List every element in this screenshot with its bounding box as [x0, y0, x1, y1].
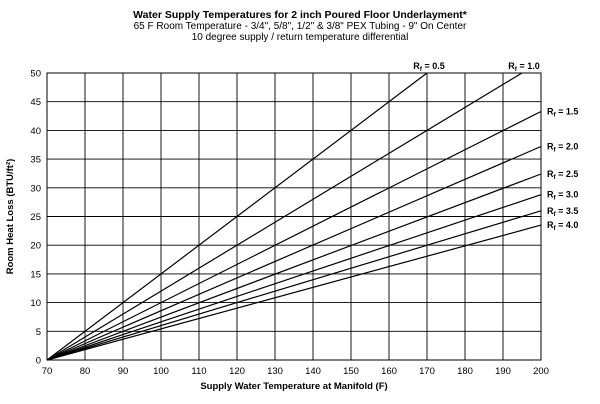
x-tick-label: 90 — [118, 366, 129, 377]
x-axis-ticks: 70 80 90 100 110 120 130 140 150 160 170 180 190 200 — [42, 366, 549, 377]
y-tick-label: 15 — [30, 269, 41, 280]
y-tick-label: 20 — [30, 241, 41, 252]
x-tick-label: 150 — [343, 366, 359, 377]
x-tick-label: 70 — [42, 366, 53, 377]
chart-titles: Water Supply Temperatures for 2 inch Pou… — [0, 9, 600, 43]
series-label: Rf = 1.5 — [547, 106, 578, 118]
series-line — [46, 145, 542, 361]
series-line — [46, 72, 428, 361]
series-labels: Rf = 0.5 Rf = 1.0 Rf = 1.5 Rf = 2.0 Rf = 2.5… — [413, 61, 578, 232]
x-tick-label: 160 — [381, 366, 397, 377]
chart-subtitle-2: 10 degree supply / return temperature di… — [191, 32, 409, 43]
x-tick-label: 190 — [495, 366, 511, 377]
grid — [46, 72, 542, 361]
x-tick-label: 170 — [419, 366, 435, 377]
chart-title: Water Supply Temperatures for 2 inch Pou… — [133, 9, 467, 21]
x-tick-label: 180 — [457, 366, 473, 377]
series-line — [46, 210, 542, 361]
x-tick-label: 130 — [267, 366, 283, 377]
y-tick-label: 30 — [30, 183, 41, 194]
y-axis-ticks: 0 5 10 15 20 25 30 35 40 45 50 — [30, 69, 41, 367]
series-line — [46, 72, 523, 361]
y-tick-label: 10 — [30, 298, 41, 309]
series-line — [46, 194, 542, 361]
x-tick-label: 100 — [153, 366, 169, 377]
x-tick-label: 110 — [191, 366, 206, 377]
x-tick-label: 120 — [229, 366, 245, 377]
x-tick-label: 200 — [533, 366, 549, 377]
series-lines — [46, 72, 542, 361]
series-label: Rf = 0.5 — [413, 61, 444, 73]
y-axis-label: Room Heat Loss (BTU/ft²) — [5, 159, 16, 275]
series-label: Rf = 1.0 — [508, 61, 539, 73]
series-label: Rf = 3.0 — [547, 190, 578, 202]
y-tick-label: 0 — [36, 356, 41, 367]
series-line — [46, 110, 542, 361]
y-tick-label: 40 — [30, 126, 41, 137]
y-tick-label: 45 — [30, 97, 41, 108]
plot-frame — [46, 72, 542, 361]
series-line — [46, 224, 542, 361]
chart-subtitle: 65 F Room Temperature - 3/4", 5/8", 1/2"… — [133, 21, 467, 32]
series-label: Rf = 3.5 — [547, 206, 578, 218]
series-label: Rf = 2.5 — [547, 169, 578, 181]
series-label: Rf = 2.0 — [547, 141, 578, 153]
x-tick-label: 80 — [80, 366, 91, 377]
series-label: Rf = 4.0 — [547, 220, 578, 232]
y-tick-label: 35 — [30, 155, 41, 166]
y-tick-label: 50 — [30, 69, 41, 80]
x-tick-label: 140 — [305, 366, 321, 377]
series-line — [46, 173, 542, 361]
x-axis-label: Supply Water Temperature at Manifold (F) — [200, 381, 387, 392]
y-tick-label: 5 — [36, 327, 41, 338]
y-tick-label: 25 — [30, 212, 41, 223]
